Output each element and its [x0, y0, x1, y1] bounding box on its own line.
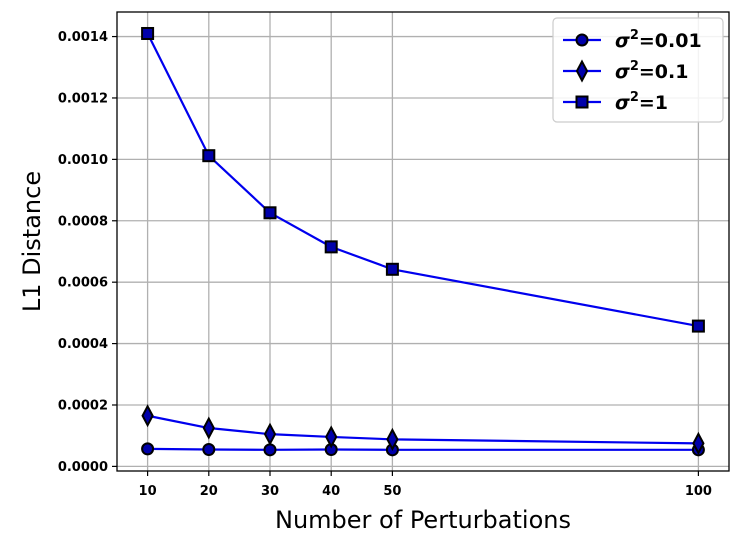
x-tick-label: 10: [139, 484, 157, 499]
y-tick-label: 0.0012: [58, 91, 108, 106]
axis-ticks: 10 20 30 40 50 100 0.0000 0.0002 0.0004 0.0006 0.0…: [58, 30, 712, 499]
data-point-circle: [575, 33, 589, 47]
data-point-square: [263, 206, 277, 220]
legend-entry: σ2=1: [563, 90, 668, 114]
legend-label: σ2=1: [615, 90, 668, 114]
series-line: [147, 447, 699, 451]
y-tick-label: 0.0002: [58, 398, 108, 413]
data-point-diamond: [575, 59, 589, 83]
y-axis-label: L1 Distance: [18, 171, 46, 312]
series-circle: [141, 442, 705, 457]
data-point-square: [202, 149, 216, 163]
legend-box: [552, 17, 724, 123]
data-point-square: [324, 240, 338, 254]
x-tick-label: 30: [261, 484, 279, 499]
y-tick-label: 0.0008: [58, 214, 108, 229]
x-axis-label: Number of Perturbations: [275, 506, 571, 534]
y-tick-label: 0.0014: [58, 30, 108, 45]
plot-area-frame: [116, 11, 730, 472]
data-point-square: [385, 262, 399, 276]
x-tick-label: 50: [383, 484, 401, 499]
series-line: [147, 414, 699, 445]
y-tick-label: 0.0004: [58, 337, 108, 352]
data-point-diamond: [325, 425, 338, 449]
data-point-diamond: [386, 427, 399, 451]
y-tick-label: 0.0006: [58, 276, 108, 291]
x-tick-label: 100: [685, 484, 712, 499]
series-diamond: [141, 404, 705, 455]
data-point-diamond: [141, 404, 154, 428]
legend-entry: σ2=0.01: [563, 28, 702, 52]
series-square: [141, 26, 705, 333]
data-point-square: [575, 95, 589, 109]
legend: σ2=0.01 σ2=0.1 σ2=1: [552, 17, 724, 123]
legend-entry: σ2=0.1: [563, 59, 688, 83]
x-tick-label: 40: [322, 484, 340, 499]
data-point-diamond: [692, 431, 705, 455]
data-point-diamond: [263, 422, 277, 446]
data-point-square: [141, 26, 155, 40]
y-tick-label: 0.0000: [58, 460, 108, 475]
data-point-circle: [202, 443, 216, 457]
series-layer: [141, 26, 705, 457]
data-point-circle: [263, 443, 277, 457]
data-point-circle: [141, 442, 155, 456]
legend-label: σ2=0.01: [615, 28, 702, 52]
data-point-square: [691, 319, 705, 333]
legend-label: σ2=0.1: [615, 59, 688, 83]
data-point-diamond: [202, 416, 215, 440]
series-line: [146, 32, 699, 328]
x-tick-label: 20: [200, 484, 218, 499]
y-tick-label: 0.0010: [58, 153, 108, 168]
